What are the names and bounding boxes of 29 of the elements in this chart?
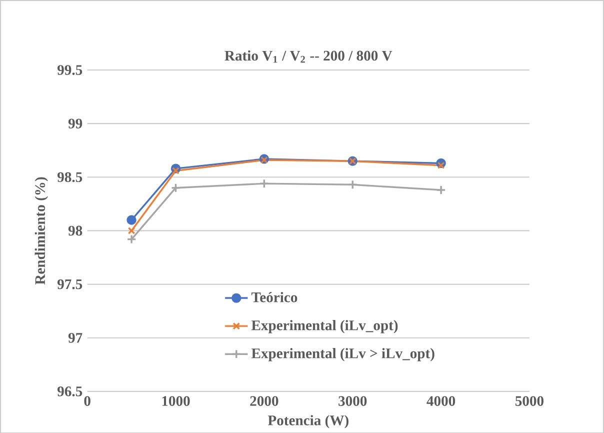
point xyxy=(348,180,358,190)
x-tick-label: 3000 xyxy=(338,396,367,406)
y-tick-label: 98 xyxy=(68,226,82,236)
point xyxy=(170,182,181,192)
x-tick-label: 1000 xyxy=(162,396,190,406)
y-tick-label: 99.5 xyxy=(58,64,82,75)
x-tick-label: 5000 xyxy=(515,396,544,406)
y-tick-label: 96.5 xyxy=(58,386,82,396)
y-tick-label: 99 xyxy=(68,118,82,128)
x-tick-label: 4000 xyxy=(426,396,456,406)
point xyxy=(126,214,136,225)
point xyxy=(436,184,446,195)
point xyxy=(259,178,270,188)
legend-label: Experimental (iLv_opt) xyxy=(251,320,398,334)
point xyxy=(128,226,136,234)
x-tick-label: 0 xyxy=(84,396,90,406)
y-tick-label: 97 xyxy=(68,332,82,343)
x-axis-title: Potencia (W) xyxy=(268,414,348,428)
chart-title: Ratio V$_{1}$ / V$_{2}$ -- 200 / 800 V xyxy=(224,50,392,62)
y-tick-label: 97.5 xyxy=(58,279,82,289)
point xyxy=(126,234,136,244)
point xyxy=(172,166,180,174)
legend-label: Teórico xyxy=(251,292,298,302)
legend-label: Experimental (iLv > iLv_opt) xyxy=(251,348,434,362)
point xyxy=(260,156,268,164)
y-tick-label: 98.5 xyxy=(58,172,82,182)
y-axis-title: Rendimiento (%) xyxy=(34,177,48,284)
x-tick-label: 2000 xyxy=(250,396,278,406)
point xyxy=(437,161,445,169)
